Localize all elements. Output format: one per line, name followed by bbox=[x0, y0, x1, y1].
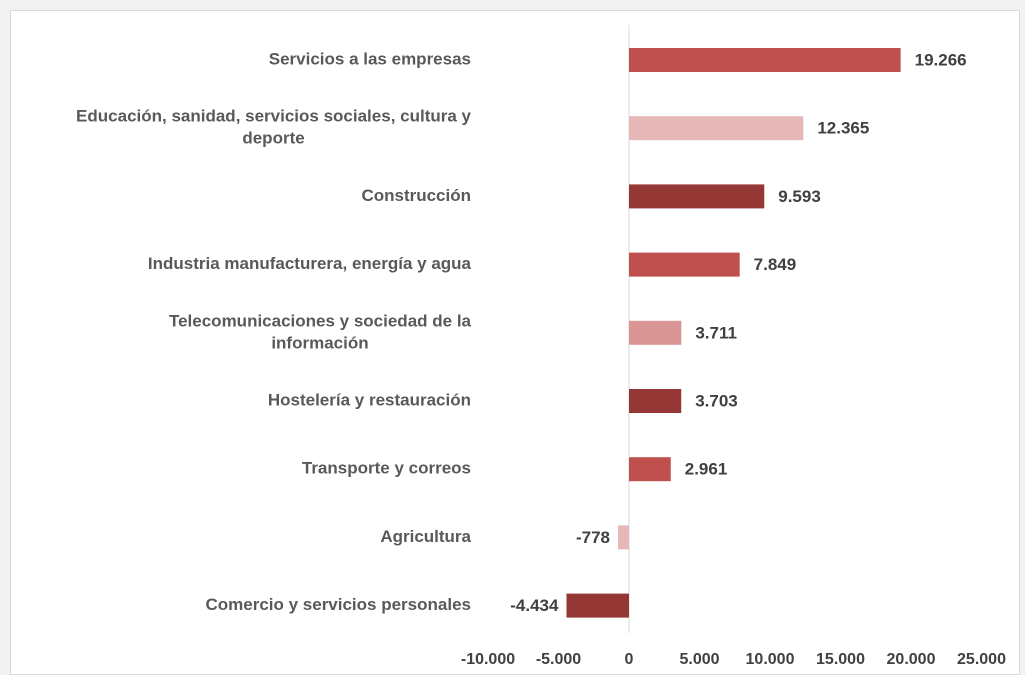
value-label-1: 12.365 bbox=[817, 119, 869, 138]
category-label-8: Comercio y servicios personales bbox=[205, 595, 471, 614]
x-tick-label-3: 5.000 bbox=[679, 651, 719, 668]
bar-5 bbox=[629, 389, 682, 413]
bar-8 bbox=[566, 593, 629, 618]
category-label-1: Educación, sanidad, servicios sociales, … bbox=[76, 107, 471, 148]
category-label-3: Industria manufacturera, energía y agua bbox=[148, 254, 472, 273]
bar-0 bbox=[629, 48, 901, 72]
value-label-2: 9.593 bbox=[778, 187, 821, 206]
category-label-6: Transporte y correos bbox=[302, 459, 471, 478]
value-label-5: 3.703 bbox=[695, 391, 738, 410]
value-label-4: 3.711 bbox=[695, 323, 737, 342]
x-tick-label-4: 10.000 bbox=[746, 651, 795, 668]
bar-1 bbox=[629, 116, 804, 141]
category-label-2: Construcción bbox=[361, 186, 471, 205]
category-label-4: Telecomunicaciones y sociedad de la infor… bbox=[169, 311, 472, 352]
x-tick-label-6: 20.000 bbox=[887, 651, 936, 668]
category-label-0: Servicios a las empresas bbox=[269, 49, 471, 68]
value-label-0: 19.266 bbox=[915, 50, 967, 69]
category-label-5: Hostelería y restauración bbox=[268, 390, 471, 409]
value-label-7: -778 bbox=[576, 528, 610, 547]
bar-2 bbox=[629, 184, 765, 209]
value-label-3: 7.849 bbox=[754, 255, 797, 274]
x-tick-label-5: 15.000 bbox=[816, 651, 865, 668]
bar-3 bbox=[629, 252, 740, 277]
x-tick-label-7: 25.000 bbox=[957, 651, 1006, 668]
value-label-6: 2.961 bbox=[685, 460, 728, 479]
x-tick-label-1: -5.000 bbox=[536, 651, 581, 668]
bar-4 bbox=[629, 320, 682, 345]
x-tick-label-2: 0 bbox=[625, 651, 634, 668]
category-label-7: Agricultura bbox=[380, 527, 471, 546]
bar-6 bbox=[629, 457, 671, 482]
value-label-8: -4.434 bbox=[510, 596, 559, 615]
x-tick-label-0: -10.000 bbox=[461, 651, 515, 668]
bar-7 bbox=[618, 525, 629, 550]
